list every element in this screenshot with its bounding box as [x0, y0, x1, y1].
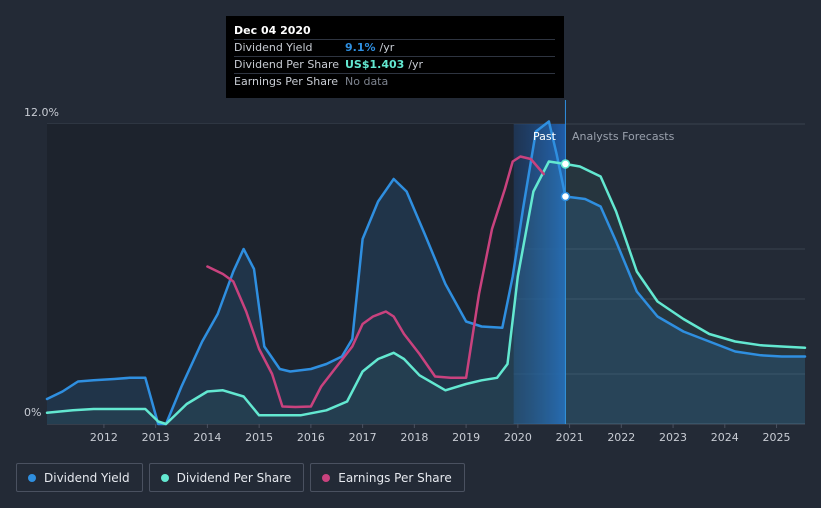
x-tick-label: 2014	[193, 431, 221, 444]
legend-label: Dividend Per Share	[176, 470, 292, 485]
tooltip-row-dividend-per-share: Dividend Per Share US$1.403 /yr	[234, 56, 555, 73]
tooltip-date: Dec 04 2020	[234, 24, 311, 37]
tooltip-value: US$1.403	[345, 58, 405, 71]
x-tick-label: 2024	[711, 431, 739, 444]
legend-earnings-per-share[interactable]: Earnings Per Share	[310, 463, 465, 492]
hover-point	[560, 159, 571, 169]
x-tick-label: 2013	[142, 431, 170, 444]
y-tick-label: 0%	[24, 406, 41, 419]
tooltip-value: No data	[345, 75, 389, 88]
legend-dividend-yield[interactable]: Dividend Yield	[16, 463, 143, 492]
hover-point	[560, 191, 571, 202]
legend-dividend-per-share[interactable]: Dividend Per Share	[148, 463, 305, 492]
tooltip-unit: /yr	[408, 58, 424, 71]
tooltip-label: Earnings Per Share	[234, 75, 339, 88]
past-label: Past	[533, 130, 556, 143]
x-tick-label: 2015	[245, 431, 273, 444]
y-axis: 12.0% 0%	[24, 106, 59, 419]
tooltip-label: Dividend Per Share	[234, 58, 340, 71]
x-tick-label: 2023	[659, 431, 687, 444]
dividend-chart: 12.0% 0% 2012 2013 2014 2015 2016 2017 2018 2019…	[24, 100, 807, 444]
legend-label: Dividend Yield	[44, 470, 130, 485]
x-tick-label: 2018	[400, 431, 428, 444]
tooltip-label: Dividend Yield	[234, 41, 313, 54]
x-tick-label: 2012	[90, 431, 118, 444]
x-tick-label: 2019	[452, 431, 480, 444]
legend-dot-icon	[322, 473, 331, 482]
series-area-dividend-yield	[47, 121, 805, 424]
chart-tooltip: Dec 04 2020 Dividend Yield 9.1% /yr Divi…	[226, 16, 564, 98]
tooltip-value: 9.1%	[345, 41, 376, 54]
hover-points	[560, 159, 571, 202]
x-tick-label: 2021	[556, 431, 584, 444]
forecast-label: Analysts Forecasts	[572, 130, 675, 143]
tooltip-row-dividend-yield: Dividend Yield 9.1% /yr	[234, 39, 555, 56]
x-tick-label: 2017	[349, 431, 377, 444]
legend-label: Earnings Per Share	[338, 470, 452, 485]
past-region	[47, 100, 566, 424]
x-tick-label: 2025	[763, 431, 791, 444]
tooltip-row-earnings-per-share: Earnings Per Share No data	[234, 73, 555, 90]
x-axis: 2012 2013 2014 2015 2016 2017 2018 2019 2020 2021…	[90, 424, 791, 444]
series-line-dividend-per-share	[45, 160, 807, 426]
series-areas	[47, 121, 805, 424]
series-line-earnings-per-share	[206, 155, 545, 409]
legend-dot-icon	[28, 473, 36, 482]
tooltip-unit: /yr	[379, 41, 395, 54]
x-tick-label: 2016	[297, 431, 325, 444]
y-tick-label: 12.0%	[24, 106, 59, 119]
past-band	[513, 124, 566, 424]
series-lines	[45, 120, 807, 426]
history-shade	[47, 124, 514, 424]
chart-legend: Dividend Yield Dividend Per Share Earnin…	[16, 463, 471, 492]
legend-dot-icon	[160, 473, 169, 482]
x-tick-label: 2022	[607, 431, 635, 444]
x-tick-label: 2020	[504, 431, 532, 444]
series-area-dividend-per-share	[47, 161, 805, 424]
